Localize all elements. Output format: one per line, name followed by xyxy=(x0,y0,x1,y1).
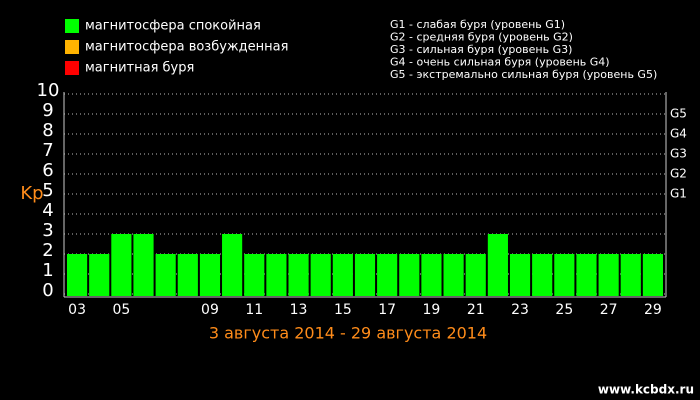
y-tick-label: 1 xyxy=(42,260,53,281)
bar xyxy=(222,234,243,296)
bar xyxy=(576,254,597,296)
x-tick-label: 27 xyxy=(600,302,618,318)
bar xyxy=(199,254,221,296)
y-tick-label: 6 xyxy=(42,160,53,181)
bar xyxy=(288,254,309,296)
y-tick-label: 10 xyxy=(37,80,60,101)
x-tick-label: 05 xyxy=(112,302,130,318)
x-tick-label: 11 xyxy=(245,302,263,318)
y-tick-label: 3 xyxy=(42,220,53,241)
y-tick-label: 2 xyxy=(42,240,53,261)
bar xyxy=(310,254,331,296)
bar xyxy=(465,254,486,296)
watermark: www.kcbdx.ru xyxy=(598,383,694,397)
legend-label: магнитная буря xyxy=(85,61,194,76)
storm-level: G4 - очень сильная буря (уровень G4) xyxy=(390,56,610,69)
y-tick-label: 5 xyxy=(42,180,53,201)
x-tick-label: 15 xyxy=(334,302,352,318)
x-tick-label: 23 xyxy=(511,302,529,318)
legend-label: магнитосфера спокойная xyxy=(85,19,261,34)
bar xyxy=(111,234,132,296)
storm-level: G2 - средняя буря (уровень G2) xyxy=(390,31,573,44)
x-tick-label: 21 xyxy=(467,302,485,318)
x-tick-label: 19 xyxy=(423,302,441,318)
bar xyxy=(532,254,553,296)
x-tick-label: 09 xyxy=(201,302,219,318)
bar xyxy=(598,254,619,296)
x-tick-label: 29 xyxy=(644,302,662,318)
storm-level: G1 - слабая буря (уровень G1) xyxy=(390,18,565,31)
legend-swatch xyxy=(65,19,79,33)
y-tick-label: 9 xyxy=(42,100,53,121)
x-tick-label: 25 xyxy=(555,302,573,318)
legend-swatch xyxy=(65,61,79,75)
bar xyxy=(354,254,376,296)
bar xyxy=(133,234,154,296)
y2-tick-label: G1 xyxy=(670,187,687,201)
y2-tick-label: G2 xyxy=(670,167,687,181)
y-tick-label: 8 xyxy=(42,120,53,141)
x-tick-label: 13 xyxy=(290,302,308,318)
y-tick-label: 0 xyxy=(42,280,53,301)
y-tick-label: 7 xyxy=(42,140,53,161)
bar xyxy=(89,254,110,296)
x-tick-label: 17 xyxy=(378,302,396,318)
bar xyxy=(155,254,176,296)
y-tick-label: 4 xyxy=(42,200,53,221)
bar xyxy=(509,254,531,296)
y-axis-label: Kp xyxy=(20,183,43,204)
y2-tick-label: G5 xyxy=(670,107,687,121)
bar xyxy=(443,254,464,296)
bar xyxy=(377,254,398,296)
legend-swatch xyxy=(65,40,79,54)
bar xyxy=(399,254,420,296)
bar xyxy=(642,254,663,296)
bar xyxy=(620,254,641,296)
bar xyxy=(554,254,575,296)
bar xyxy=(421,254,442,296)
bar xyxy=(266,254,287,296)
bar xyxy=(67,254,88,296)
storm-level: G5 - экстремально сильная буря (уровень … xyxy=(390,68,657,81)
legend-label: магнитосфера возбужденная xyxy=(85,40,288,55)
x-tick-label: 03 xyxy=(68,302,86,318)
bar xyxy=(177,254,198,296)
y2-tick-label: G3 xyxy=(670,147,687,161)
storm-level: G3 - сильная буря (уровень G3) xyxy=(390,43,572,56)
bar xyxy=(244,254,265,296)
subtitle: 3 августа 2014 - 29 августа 2014 xyxy=(209,324,487,343)
y2-tick-label: G4 xyxy=(670,127,687,141)
bar xyxy=(487,234,508,296)
bar xyxy=(332,254,353,296)
